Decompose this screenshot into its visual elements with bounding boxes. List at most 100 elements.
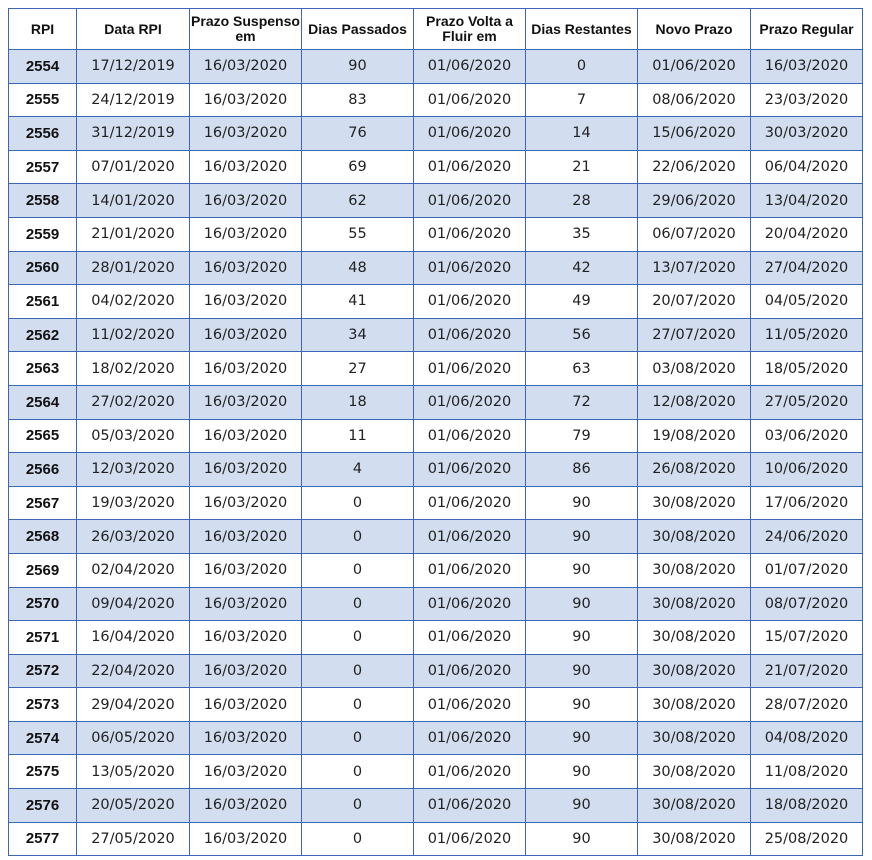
cell-dias-restantes: 0 [525,49,638,84]
table-row: 2563 18/02/2020 16/03/2020 27 01/06/2020 63 03… [8,351,863,386]
cell-novo-prazo: 30/08/2020 [637,653,751,689]
cell-prazo-volta: 01/06/2020 [413,653,526,689]
cell-novo-prazo: 30/08/2020 [637,788,751,823]
cell-prazo-volta: 01/06/2020 [413,351,526,386]
cell-dias-restantes: 90 [525,620,638,655]
cell-prazo-regular: 25/08/2020 [750,821,863,857]
cell-prazo-suspenso: 16/03/2020 [189,317,302,353]
table-row: 2556 31/12/2019 16/03/2020 76 01/06/2020 14 15… [8,116,863,151]
cell-dias-passados: 11 [301,418,414,454]
cell-novo-prazo: 03/08/2020 [637,351,751,386]
cell-prazo-volta: 01/06/2020 [413,384,526,420]
cell-novo-prazo: 30/08/2020 [637,586,751,622]
cell-data-rpi: 27/05/2020 [76,821,190,857]
cell-dias-passados: 0 [301,653,414,689]
header-data-rpi: Data RPI [76,8,190,50]
cell-novo-prazo: 30/08/2020 [637,552,751,588]
cell-prazo-suspenso: 16/03/2020 [189,250,302,286]
cell-prazo-regular: 27/04/2020 [750,250,863,286]
cell-data-rpi: 21/01/2020 [76,216,190,252]
cell-rpi: 2554 [8,49,77,84]
cell-rpi: 2565 [8,418,77,454]
cell-novo-prazo: 13/07/2020 [637,250,751,286]
cell-dias-passados: 0 [301,519,414,554]
cell-dias-restantes: 90 [525,653,638,689]
table-row: 2574 06/05/2020 16/03/2020 0 01/06/2020 90 30/… [8,720,863,756]
cell-prazo-volta: 01/06/2020 [413,687,526,722]
cell-prazo-regular: 27/05/2020 [750,384,863,420]
cell-prazo-volta: 01/06/2020 [413,183,526,218]
cell-prazo-regular: 18/08/2020 [750,788,863,823]
cell-prazo-suspenso: 16/03/2020 [189,720,302,756]
cell-prazo-regular: 11/08/2020 [750,754,863,790]
cell-prazo-volta: 01/06/2020 [413,317,526,353]
cell-dias-restantes: 63 [525,351,638,386]
table-row: 2573 29/04/2020 16/03/2020 0 01/06/2020 90 30/… [8,687,863,722]
cell-data-rpi: 13/05/2020 [76,754,190,790]
cell-prazo-regular: 24/06/2020 [750,519,863,554]
cell-dias-restantes: 90 [525,687,638,722]
cell-novo-prazo: 20/07/2020 [637,284,751,319]
table-row: 2566 12/03/2020 16/03/2020 4 01/06/2020 86 26/… [8,452,863,487]
cell-rpi: 2573 [8,687,77,722]
table-row: 2562 11/02/2020 16/03/2020 34 01/06/2020 56 27… [8,317,863,353]
table-row: 2557 07/01/2020 16/03/2020 69 01/06/2020 21 22… [8,149,863,185]
table-row: 2554 17/12/2019 16/03/2020 90 01/06/2020 0 01/… [8,49,863,84]
cell-dias-restantes: 42 [525,250,638,286]
cell-dias-passados: 34 [301,317,414,353]
cell-novo-prazo: 30/08/2020 [637,687,751,722]
cell-dias-passados: 0 [301,687,414,722]
cell-dias-passados: 90 [301,49,414,84]
cell-prazo-suspenso: 16/03/2020 [189,586,302,622]
table-row: 2558 14/01/2020 16/03/2020 62 01/06/2020 28 29… [8,183,863,218]
cell-dias-passados: 62 [301,183,414,218]
header-prazo-volta: Prazo Volta a Fluir em [413,8,526,50]
cell-rpi: 2563 [8,351,77,386]
cell-data-rpi: 05/03/2020 [76,418,190,454]
cell-data-rpi: 20/05/2020 [76,788,190,823]
cell-novo-prazo: 30/08/2020 [637,485,751,521]
table-row: 2570 09/04/2020 16/03/2020 0 01/06/2020 90 30/… [8,586,863,622]
cell-novo-prazo: 30/08/2020 [637,754,751,790]
cell-data-rpi: 29/04/2020 [76,687,190,722]
cell-prazo-suspenso: 16/03/2020 [189,216,302,252]
cell-prazo-volta: 01/06/2020 [413,82,526,118]
cell-prazo-suspenso: 16/03/2020 [189,552,302,588]
cell-prazo-regular: 20/04/2020 [750,216,863,252]
cell-prazo-regular: 13/04/2020 [750,183,863,218]
cell-prazo-volta: 01/06/2020 [413,552,526,588]
cell-dias-passados: 0 [301,586,414,622]
cell-data-rpi: 04/02/2020 [76,284,190,319]
cell-rpi: 2556 [8,116,77,151]
table-row: 2569 02/04/2020 16/03/2020 0 01/06/2020 90 30/… [8,552,863,588]
cell-data-rpi: 28/01/2020 [76,250,190,286]
cell-data-rpi: 31/12/2019 [76,116,190,151]
table-row: 2572 22/04/2020 16/03/2020 0 01/06/2020 90 30/… [8,653,863,689]
cell-rpi: 2560 [8,250,77,286]
cell-prazo-volta: 01/06/2020 [413,284,526,319]
cell-data-rpi: 14/01/2020 [76,183,190,218]
cell-prazo-suspenso: 16/03/2020 [189,49,302,84]
cell-prazo-regular: 01/07/2020 [750,552,863,588]
cell-dias-passados: 83 [301,82,414,118]
cell-prazo-volta: 01/06/2020 [413,216,526,252]
cell-prazo-suspenso: 16/03/2020 [189,384,302,420]
cell-rpi: 2574 [8,720,77,756]
cell-data-rpi: 02/04/2020 [76,552,190,588]
cell-dias-restantes: 90 [525,720,638,756]
cell-rpi: 2572 [8,653,77,689]
cell-rpi: 2567 [8,485,77,521]
cell-dias-passados: 0 [301,788,414,823]
cell-dias-passados: 0 [301,821,414,857]
cell-prazo-regular: 04/05/2020 [750,284,863,319]
cell-rpi: 2577 [8,821,77,857]
cell-dias-passados: 18 [301,384,414,420]
rpi-deadline-table: RPI Data RPI Prazo Suspenso em Dias Pass… [8,8,863,857]
cell-prazo-suspenso: 16/03/2020 [189,116,302,151]
cell-prazo-suspenso: 16/03/2020 [189,82,302,118]
table-row: 2577 27/05/2020 16/03/2020 0 01/06/2020 90 30/… [8,821,863,857]
table-row: 2559 21/01/2020 16/03/2020 55 01/06/2020 35 06… [8,216,863,252]
cell-rpi: 2569 [8,552,77,588]
cell-novo-prazo: 06/07/2020 [637,216,751,252]
cell-data-rpi: 24/12/2019 [76,82,190,118]
